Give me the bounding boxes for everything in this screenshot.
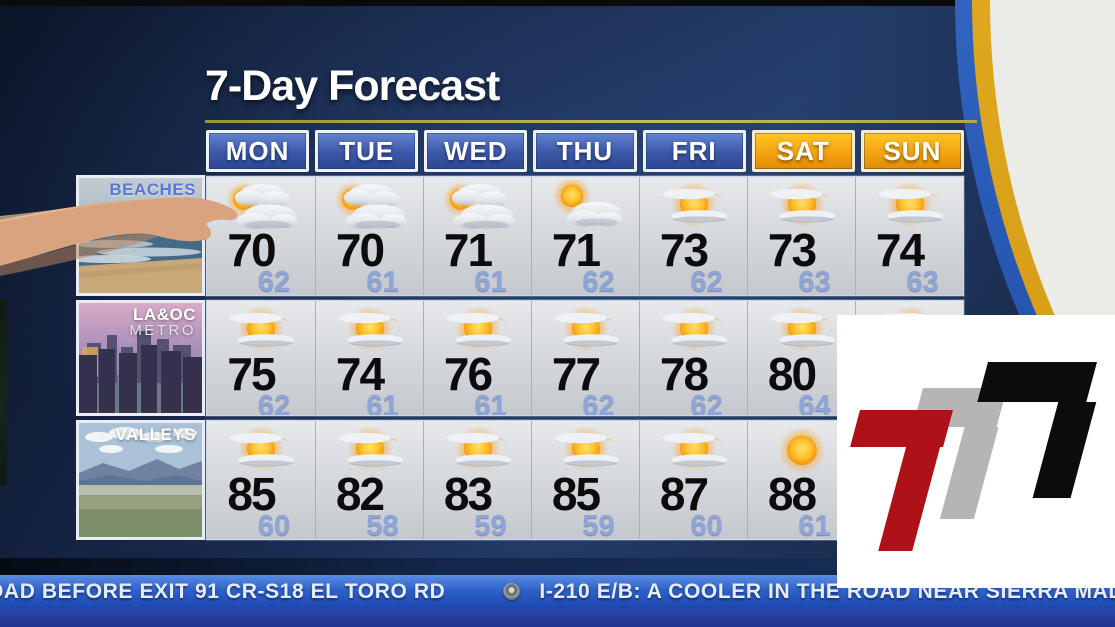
low-temp: 61 <box>474 265 507 295</box>
high-temp: 78 <box>659 348 709 400</box>
title-underline <box>205 120 977 123</box>
high-temp: 75 <box>227 348 276 400</box>
high-temp: 71 <box>551 224 601 276</box>
day-header-fri: FRI <box>642 130 746 172</box>
forecast-cell: 74 61 <box>315 301 423 415</box>
high-temp: 74 <box>335 348 385 400</box>
forecast-cell: 82 58 <box>315 421 423 539</box>
ttt-logo <box>850 362 1097 551</box>
low-temp: 61 <box>798 509 831 539</box>
low-temp: 62 <box>690 389 723 415</box>
forecast-cell: 73 63 <box>747 177 855 295</box>
high-temp: 80 <box>767 348 817 400</box>
row-label-metro: LA&OC METRO <box>129 305 196 340</box>
top-letterbox-strip <box>0 0 1115 6</box>
day-header-thu: THU <box>533 130 637 172</box>
forecast-cell: 73 62 <box>639 177 747 295</box>
ttt-logo-overlay <box>837 315 1115 588</box>
low-temp: 63 <box>798 265 831 295</box>
forecast-cell: 74 63 <box>855 177 963 295</box>
forecast-cell: 75 62 <box>207 301 315 415</box>
row-label-beaches: BEACHES <box>109 180 196 199</box>
day-header-wed: WED <box>424 130 528 172</box>
metro-photo: LA&OC METRO <box>76 300 205 416</box>
presenter-arm <box>0 197 238 276</box>
low-temp: 64 <box>798 389 831 415</box>
high-temp: 82 <box>335 468 385 520</box>
forecast-cell: 77 62 <box>531 301 639 415</box>
forecast-cell: 78 62 <box>639 301 747 415</box>
forecast-cell: 70 61 <box>315 177 423 295</box>
high-temp: 87 <box>659 468 709 520</box>
forecast-cell: 71 62 <box>531 177 639 295</box>
ticker-text-left: OAD BEFORE EXIT 91 CR-S18 EL TORO RD <box>0 579 446 603</box>
low-temp: 60 <box>257 509 291 539</box>
low-temp: 62 <box>690 265 723 295</box>
ticker-top-shade <box>0 558 1115 575</box>
low-temp: 61 <box>474 389 507 415</box>
day-header-sat: SAT <box>751 130 855 172</box>
forecast-cell: 85 59 <box>531 421 639 539</box>
day-header-row: MON TUE WED THU FRI SAT SUN <box>206 130 964 172</box>
low-temp: 59 <box>582 509 615 539</box>
high-temp: 85 <box>227 468 276 520</box>
high-temp: 88 <box>767 468 817 520</box>
low-temp: 62 <box>582 389 615 415</box>
high-temp: 83 <box>443 468 493 520</box>
high-temp: 70 <box>335 224 385 276</box>
high-temp: 71 <box>443 224 493 276</box>
forecast-cell: 70 62 <box>207 177 315 295</box>
presenter-shoulder <box>0 300 7 485</box>
high-temp: 70 <box>227 224 276 276</box>
forecast-cell: 71 61 <box>423 177 531 295</box>
low-temp: 60 <box>690 509 723 539</box>
day-header-tue: TUE <box>315 130 419 172</box>
low-temp: 58 <box>366 509 399 539</box>
high-temp: 73 <box>767 224 817 276</box>
page-title: 7-Day Forecast <box>205 62 500 110</box>
forecast-cell: 87 60 <box>639 421 747 539</box>
low-temp: 63 <box>906 265 939 295</box>
high-temp: 77 <box>551 348 601 400</box>
low-temp: 62 <box>257 265 291 295</box>
day-header-mon: MON <box>206 130 310 172</box>
day-header-sun: SUN <box>860 130 964 172</box>
low-temp: 62 <box>582 265 615 295</box>
high-temp: 76 <box>443 348 493 400</box>
ticker-bottom-strip <box>0 608 1115 627</box>
valleys-photo: VALLEYS <box>76 420 205 540</box>
forecast-cell: 76 61 <box>423 301 531 415</box>
low-temp: 61 <box>366 265 399 295</box>
low-temp: 59 <box>474 509 507 539</box>
low-temp: 62 <box>257 389 291 415</box>
forecast-cell: 83 59 <box>423 421 531 539</box>
forecast-cell: 85 60 <box>207 421 315 539</box>
high-temp: 74 <box>875 224 925 276</box>
row-label-valleys: VALLEYS <box>115 425 196 444</box>
high-temp: 73 <box>659 224 709 276</box>
cbs-eye-icon <box>503 583 521 600</box>
low-temp: 61 <box>366 389 399 415</box>
high-temp: 85 <box>551 468 601 520</box>
logo-letter-t-red <box>850 410 953 551</box>
forecast-row-beaches: 70 62 70 61 71 61 71 62 73 62 73 63 74 63 <box>206 176 964 296</box>
logo-letter-t-black <box>977 362 1097 498</box>
